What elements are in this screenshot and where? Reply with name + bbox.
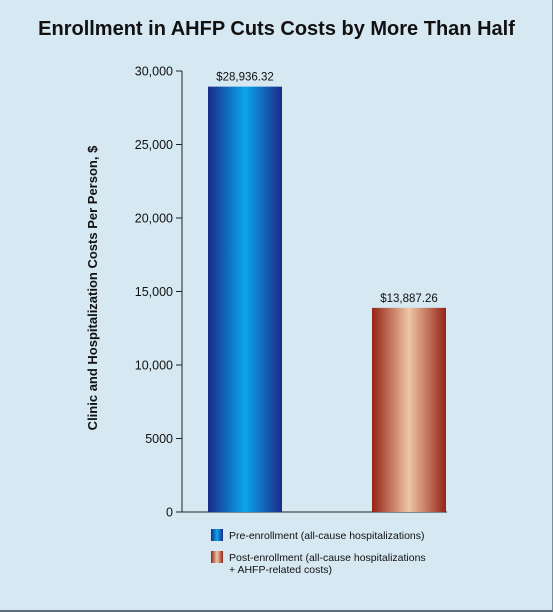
legend-entry: Pre-enrollment (all-cause hospitalizatio… <box>229 530 425 542</box>
y-tick-label: 10,000 <box>135 359 173 373</box>
legend-swatch <box>211 529 223 541</box>
bars: $28,936.32 $13,887.26 <box>208 72 446 512</box>
y-tick-label: 25,000 <box>135 138 173 152</box>
data-label: $13,887.26 <box>380 293 438 305</box>
y-tick-label: 5000 <box>145 432 173 446</box>
y-axis-label: Clinic and Hospitalization Costs Per Per… <box>85 145 100 430</box>
bar-post-enrollment <box>372 307 446 512</box>
bar-pre-enrollment <box>208 86 282 512</box>
legend: Pre-enrollment (all-cause hospitalizatio… <box>211 529 426 576</box>
data-label: $28,936.32 <box>216 72 274 84</box>
legend-entry: + AHFP-related costs) <box>229 564 332 576</box>
legend-entry: Post-enrollment (all-cause hospitalizati… <box>229 552 426 564</box>
chart-title: Enrollment in AHFP Cuts Costs by More Th… <box>38 18 515 40</box>
y-tick-label: 15,000 <box>135 285 173 299</box>
y-axis: 0 5000 10,000 15,000 20,000 25,000 30,000 <box>135 65 447 520</box>
y-tick-label: 30,000 <box>135 65 173 79</box>
y-tick-label: 20,000 <box>135 212 173 226</box>
y-tick-label: 0 <box>166 506 173 520</box>
legend-swatch <box>211 551 223 563</box>
